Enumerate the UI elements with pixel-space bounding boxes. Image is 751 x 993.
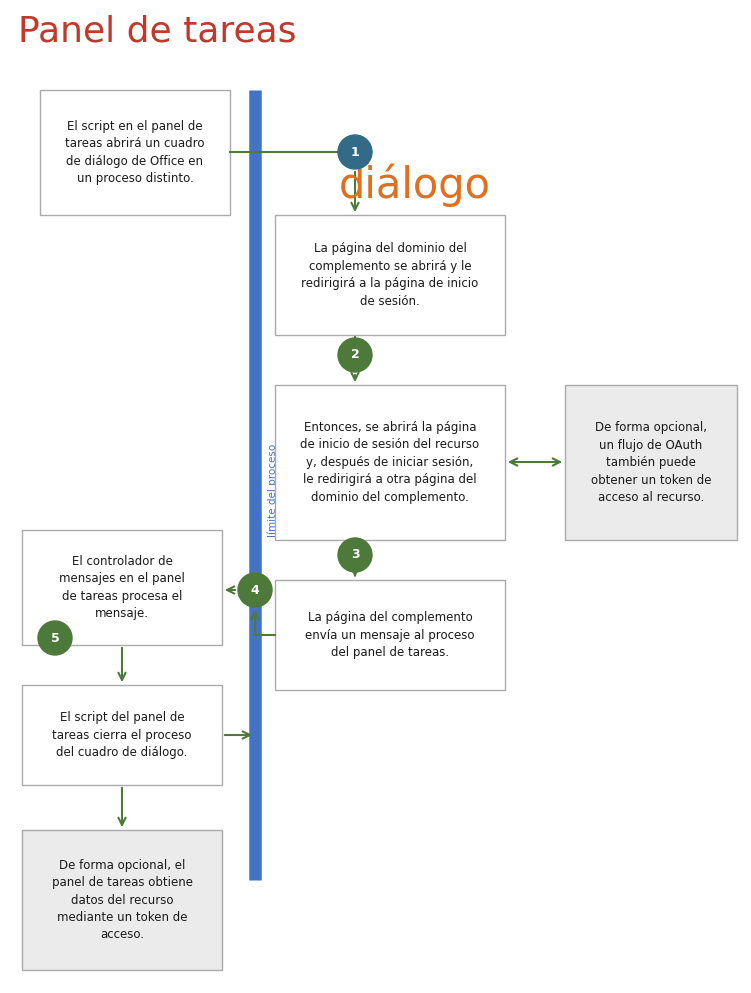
FancyBboxPatch shape (275, 215, 505, 335)
Circle shape (338, 338, 372, 372)
Text: Entonces, se abrirá la página
de inicio de sesión del recurso
y, después de inic: Entonces, se abrirá la página de inicio … (300, 421, 480, 504)
Text: 3: 3 (351, 548, 359, 561)
Text: El script en el panel de
tareas abrirá un cuadro
de diálogo de Office en
un proc: El script en el panel de tareas abrirá u… (65, 120, 205, 186)
Text: De forma opcional, el
panel de tareas obtiene
datos del recurso
mediante un toke: De forma opcional, el panel de tareas ob… (52, 859, 192, 941)
Text: El controlador de
mensajes en el panel
de tareas procesa el
mensaje.: El controlador de mensajes en el panel d… (59, 555, 185, 621)
Text: 4: 4 (251, 584, 259, 597)
Circle shape (338, 538, 372, 572)
Text: Panel de tareas: Panel de tareas (18, 15, 297, 49)
Text: La página del complemento
envía un mensaje al proceso
del panel de tareas.: La página del complemento envía un mensa… (305, 611, 475, 659)
Text: 2: 2 (351, 349, 360, 361)
FancyBboxPatch shape (275, 580, 505, 690)
Text: El script del panel de
tareas cierra el proceso
del cuadro de diálogo.: El script del panel de tareas cierra el … (53, 711, 192, 759)
Text: 5: 5 (50, 632, 59, 644)
Text: La página del dominio del
complemento se abrirá y le
redirigirá a la página de i: La página del dominio del complemento se… (301, 242, 478, 308)
FancyBboxPatch shape (40, 90, 230, 215)
FancyBboxPatch shape (275, 385, 505, 540)
FancyBboxPatch shape (22, 685, 222, 785)
Text: De forma opcional,
un flujo de OAuth
también puede
obtener un token de
acceso al: De forma opcional, un flujo de OAuth tam… (591, 421, 711, 504)
Circle shape (38, 621, 72, 655)
Circle shape (338, 135, 372, 169)
FancyBboxPatch shape (22, 830, 222, 970)
Text: diálogo: diálogo (339, 163, 491, 207)
FancyBboxPatch shape (565, 385, 737, 540)
Text: límite del proceso: límite del proceso (268, 444, 279, 536)
Text: 1: 1 (351, 146, 360, 159)
Circle shape (238, 573, 272, 607)
FancyBboxPatch shape (22, 530, 222, 645)
